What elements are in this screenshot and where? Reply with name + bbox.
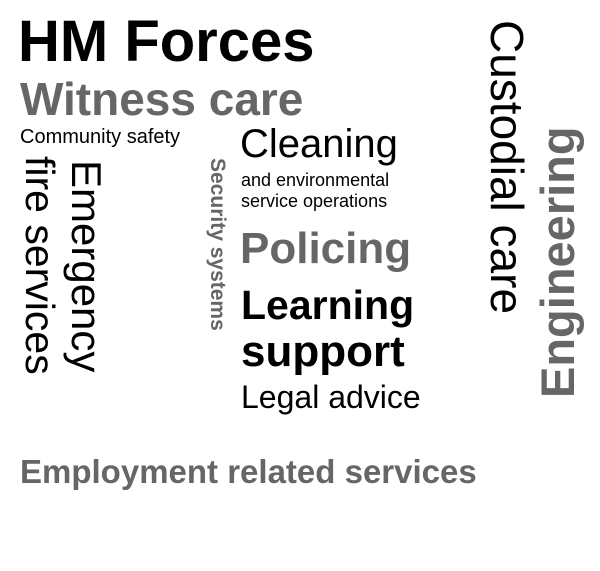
word-cleaning: Cleaning	[240, 122, 398, 166]
word-legal-advice: Legal advice	[241, 379, 421, 415]
word-support: support	[241, 327, 405, 376]
word-engineering: Engineering	[531, 126, 584, 398]
word-cleaning-sub-2: service operations	[241, 191, 388, 211]
word-hm-forces: HM Forces	[18, 9, 315, 74]
word-emergency: Emergency	[63, 160, 110, 373]
word-community-safety: Community safety	[20, 126, 181, 148]
word-custodial-care: Custodial care	[481, 20, 533, 315]
word-employment-related-services: Employment related services	[20, 453, 477, 490]
word-security-systems: Security systems	[206, 158, 229, 331]
word-policing: Policing	[240, 224, 412, 273]
word-cleaning-sub-1: and environmental	[241, 170, 390, 190]
word-witness-care: Witness care	[20, 73, 304, 125]
word-fire-services: fire services	[17, 156, 63, 375]
word-learning: Learning	[241, 282, 415, 328]
